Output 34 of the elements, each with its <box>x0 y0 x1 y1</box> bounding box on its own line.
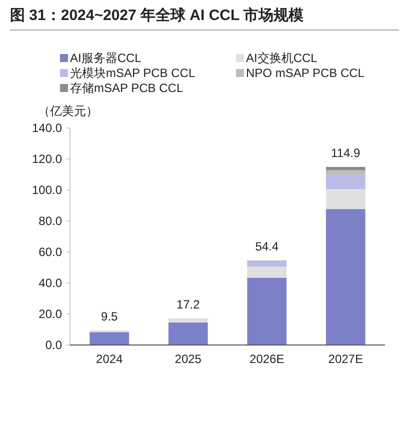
total-label: 114.9 <box>331 146 361 160</box>
total-label: 17.2 <box>176 297 200 312</box>
x-tick-label: 2025 <box>174 352 202 366</box>
bar <box>326 170 366 175</box>
legend-label: AI交换机CCL <box>246 51 318 65</box>
bar <box>90 332 130 345</box>
y-tick-label: 20.0 <box>38 307 62 321</box>
bar <box>326 209 366 345</box>
y-tick-label: 120.0 <box>32 152 62 166</box>
bar <box>168 318 208 323</box>
legend-label: AI服务器CCL <box>70 51 142 65</box>
y-tick-label: 140.0 <box>32 121 62 135</box>
bar <box>326 174 366 190</box>
bar <box>247 261 287 267</box>
bar <box>326 166 366 170</box>
bar <box>168 322 208 345</box>
y-tick-label: 60.0 <box>38 245 62 259</box>
x-tick-label: 2027E <box>328 352 363 366</box>
bar <box>247 278 287 345</box>
y-tick-label: 100.0 <box>32 183 62 197</box>
total-label: 9.5 <box>101 309 118 324</box>
y-tick-label: 0.0 <box>45 338 62 352</box>
legend-label: 光模块mSAP PCB CCL <box>70 66 196 80</box>
y-tick-label: 40.0 <box>38 276 62 290</box>
bar <box>247 266 287 278</box>
x-tick-label: 2026E <box>250 352 284 366</box>
total-label: 54.4 <box>255 240 279 254</box>
y-axis-title: （亿美元） <box>38 104 98 118</box>
legend-label: 存储mSAP PCB CCL <box>70 81 184 95</box>
y-tick-label: 80.0 <box>38 214 62 228</box>
x-tick-label: 2024 <box>96 352 124 366</box>
chart-title: 图 31：2024~2027 年全球 AI CCL 市场规模 <box>10 6 305 24</box>
bar <box>326 189 366 210</box>
legend-label: NPO mSAP PCB CCL <box>246 66 365 80</box>
